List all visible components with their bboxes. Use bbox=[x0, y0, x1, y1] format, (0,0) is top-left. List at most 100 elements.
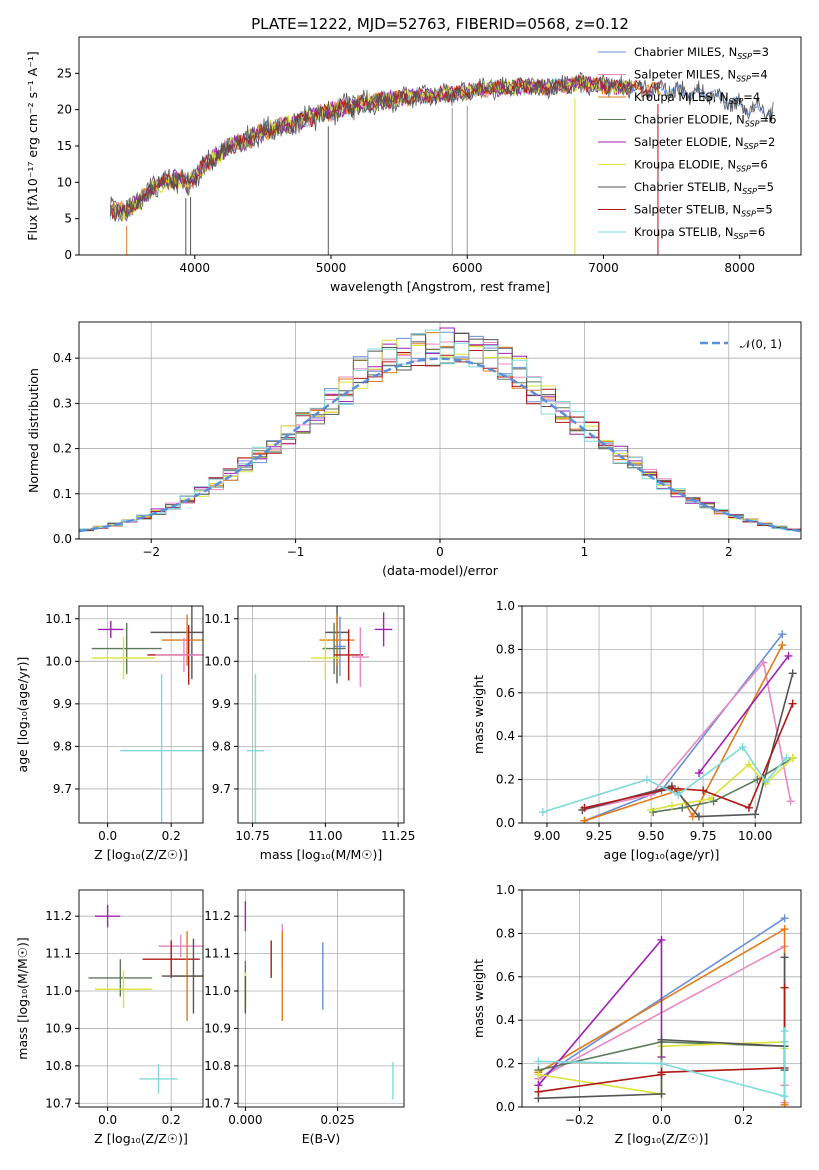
weight-marker bbox=[780, 1092, 789, 1101]
spectrum-xlabel: wavelength [Angstrom, rest frame] bbox=[330, 279, 550, 294]
weight-marker bbox=[580, 803, 589, 812]
mass_vs_Z-xtick-label: 0.0 bbox=[98, 1113, 117, 1127]
error-point bbox=[98, 620, 124, 638]
mass_vs_Z-ytick-label: 11.0 bbox=[45, 984, 72, 998]
mass_vs_ebv-ytick-label: 10.8 bbox=[204, 1059, 231, 1073]
weight_vs_Z-ytick-label: 0.6 bbox=[496, 970, 515, 984]
mass_vs_Z-ytick-label: 10.7 bbox=[45, 1096, 72, 1110]
weight-line-chabrier-miles bbox=[584, 633, 783, 822]
spectrum-xtick-label: 8000 bbox=[724, 261, 755, 275]
spectrum-ytick-label: 5 bbox=[64, 212, 72, 226]
weight-marker bbox=[780, 1100, 789, 1107]
weight-marker bbox=[657, 935, 666, 944]
chart-layer: 4000 5000 6000 7000 80000510152025wavelength… bbox=[15, 36, 802, 1146]
weight-marker bbox=[709, 797, 718, 806]
error-point bbox=[246, 674, 265, 823]
weight-marker bbox=[780, 914, 789, 923]
weight_vs_Z-ytick-label: 0.0 bbox=[496, 1100, 515, 1114]
weight_vs_Z-ytick-label: 0.8 bbox=[496, 926, 515, 940]
spectrum-line-salpeter-elodie bbox=[109, 75, 631, 222]
weight_vs_age-xtick-label: 9.00 bbox=[534, 829, 561, 843]
spectrum-plot-area bbox=[109, 71, 774, 255]
weight-marker bbox=[674, 790, 683, 799]
weight-marker bbox=[534, 1070, 543, 1079]
weight_vs_age-xtick-label: 9.75 bbox=[690, 829, 717, 843]
mass_vs_ebv-plot-area bbox=[244, 901, 394, 1100]
weight_vs_age-ytick-label: 0.2 bbox=[496, 773, 515, 787]
weight-marker bbox=[678, 803, 687, 812]
weight-marker bbox=[694, 812, 703, 821]
weight-marker bbox=[738, 743, 747, 752]
weight-line-salpeter-elodie bbox=[698, 655, 790, 774]
weight_vs_age-xtick-label: 10.00 bbox=[738, 829, 772, 843]
spectrum-ytick-label: 0 bbox=[64, 248, 72, 262]
weight-marker bbox=[788, 699, 797, 708]
age_vs_mass-ytick-label: 9.9 bbox=[212, 697, 231, 711]
legend-entry: Kroupa STELIB, NSSP=6 bbox=[634, 225, 765, 241]
weight-marker bbox=[538, 808, 547, 817]
mass_vs_ebv-ytick-label: 11.1 bbox=[204, 947, 231, 961]
error-point bbox=[374, 612, 393, 647]
mass_vs_Z-ylabel: mass [log₁₀(M/M☉)] bbox=[15, 937, 30, 1059]
residual-hist-kroupa-stelib bbox=[79, 329, 801, 533]
legend-entry: Chabrier ELODIE, NSSP=6 bbox=[634, 113, 776, 129]
age_vs_Z-frame bbox=[78, 605, 204, 824]
weight-marker bbox=[642, 775, 651, 784]
error-point bbox=[91, 623, 162, 675]
weight-marker bbox=[778, 630, 787, 639]
weight_vs_Z-xtick-label: −0.2 bbox=[565, 1113, 594, 1127]
weight-marker bbox=[761, 777, 770, 786]
weight-marker bbox=[786, 797, 795, 806]
spectrum-panel: 4000 5000 6000 7000 8000 0 5 10 15 20 25 wavelength… bbox=[25, 36, 802, 294]
age_vs_mass-ytick-label: 10.0 bbox=[204, 654, 231, 668]
residuals-ytick-label: 0.2 bbox=[53, 442, 72, 456]
weight-marker bbox=[667, 801, 676, 810]
age_vs_mass-plot-area bbox=[246, 606, 393, 823]
spectrum-ytick-label: 10 bbox=[57, 175, 72, 189]
weight_vs_Z-plot-area bbox=[534, 914, 789, 1107]
mass_vs_Z-plot-area bbox=[88, 904, 203, 1094]
mass_vs_Z-xtick-label: 0.2 bbox=[162, 1113, 181, 1127]
residuals-ytick-label: 0.1 bbox=[53, 487, 72, 501]
spectrum-legend: Chabrier MILES, NSSP=3 Salpeter MILES, NS… bbox=[598, 45, 776, 241]
weight-marker bbox=[780, 1027, 789, 1036]
residuals-xtick-label: −2 bbox=[142, 545, 160, 559]
error-point bbox=[334, 616, 346, 677]
error-point bbox=[351, 627, 370, 687]
weight-marker bbox=[699, 786, 708, 795]
weight_vs_age-frame bbox=[521, 605, 802, 824]
weight-marker bbox=[778, 641, 787, 650]
weight-marker bbox=[780, 983, 789, 992]
mass_vs_ebv-ytick-label: 10.7 bbox=[204, 1096, 231, 1110]
legend-entry: Chabrier MILES, NSSP=3 bbox=[634, 45, 769, 61]
weight-marker bbox=[657, 1035, 666, 1044]
error-point bbox=[310, 636, 340, 680]
weight-marker bbox=[780, 1037, 789, 1046]
legend-entry: Salpeter MILES, NSSP=4 bbox=[634, 68, 768, 84]
weight_vs_Z-xtick-label: 0.0 bbox=[652, 1113, 671, 1127]
age_vs_mass-ytick-label: 10.1 bbox=[204, 612, 231, 626]
weight-marker bbox=[534, 1087, 543, 1096]
weight_vs_age-xlabel: age [log₁₀(age/yr)] bbox=[604, 847, 720, 862]
age_vs_mass-panel: 10.75 11.00 11.25 9.7 9.8 9.9 10.0 10.1 mass [lo… bbox=[204, 605, 415, 862]
age_vs_mass-frame bbox=[237, 605, 405, 824]
residuals-xtick-label: −1 bbox=[287, 545, 305, 559]
age_vs_Z-plot-area bbox=[91, 606, 203, 823]
weight-marker bbox=[751, 810, 760, 819]
spectrum-ytick-label: 15 bbox=[57, 139, 72, 153]
spectrum-ytick-label: 25 bbox=[57, 66, 72, 80]
weight-marker bbox=[744, 760, 753, 769]
residuals-xtick-label: 0 bbox=[436, 545, 444, 559]
mass_vs_Z-frame bbox=[78, 889, 204, 1108]
weight-line-chabrier-stelib bbox=[538, 957, 786, 1100]
normal-curve bbox=[79, 357, 801, 533]
mass_vs_Z-ytick-label: 10.9 bbox=[45, 1021, 72, 1035]
mass_vs_ebv-ytick-label: 10.9 bbox=[204, 1021, 231, 1035]
residuals-ylabel: Normed distribution bbox=[26, 368, 41, 493]
spectrum-line-chabrier-stelib bbox=[109, 71, 774, 223]
mass_vs_ebv-xtick-label: 0.000 bbox=[228, 1113, 262, 1127]
weight_vs_age-ytick-label: 0.8 bbox=[496, 642, 515, 656]
weight_vs_age-ytick-label: 0.6 bbox=[496, 686, 515, 700]
age_vs_Z-ytick-label: 9.7 bbox=[53, 782, 72, 796]
